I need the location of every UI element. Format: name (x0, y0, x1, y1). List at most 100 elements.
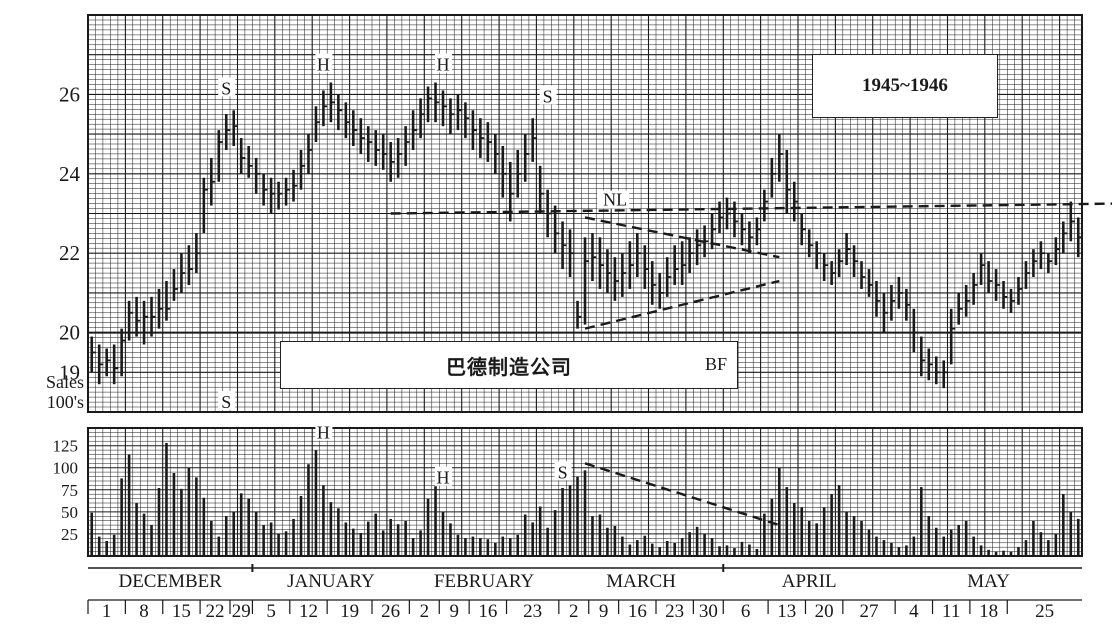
week-label: 9 (449, 601, 459, 622)
price-bar (284, 177, 291, 206)
price-bar (748, 221, 754, 254)
price-bar (202, 177, 208, 234)
price-bar (1024, 261, 1031, 289)
price-bar (568, 229, 575, 278)
company-box: 巴德制造公司 BF (280, 341, 738, 389)
price-bar (583, 237, 590, 325)
week-label: 13 (777, 601, 796, 622)
price-bar (1009, 288, 1016, 313)
week-label: 22 (206, 601, 225, 622)
week-label: 6 (741, 601, 751, 622)
week-label: 15 (172, 601, 191, 622)
week-label: 27 (860, 601, 879, 622)
week-label: 5 (266, 601, 276, 622)
head-marker-bg (435, 53, 452, 73)
price-bar (479, 118, 485, 158)
price-tick-label: 26 (59, 82, 80, 106)
price-bar (942, 360, 948, 389)
price-bar (105, 348, 111, 377)
price-bar (224, 114, 231, 150)
shoulder-marker-bg (218, 391, 236, 411)
price-bar (254, 157, 261, 194)
month-label: JANUARY (287, 571, 375, 592)
price-bar (755, 217, 762, 246)
price-bars (90, 82, 1083, 389)
price-bar (912, 308, 918, 353)
price-bar (366, 126, 373, 162)
price-bar (531, 118, 537, 162)
week-label: 19 (340, 601, 359, 622)
price-bar (381, 134, 388, 170)
company-name: 巴德制造公司 (446, 354, 572, 379)
price-bar (927, 348, 933, 381)
week-label: 16 (478, 601, 497, 622)
shoulder-marker: S (221, 392, 231, 412)
chart-frame (87, 14, 1083, 557)
price-bar (979, 253, 986, 285)
shoulder-marker-bg (554, 461, 572, 481)
price-tick-label: 19 (59, 360, 80, 384)
price-tick-label: 22 (59, 241, 80, 265)
price-bar (299, 149, 306, 190)
price-bar (845, 233, 851, 266)
head-marker: H (437, 55, 450, 75)
pattern-lines: NL (390, 190, 1112, 527)
price-bar (449, 98, 455, 135)
price-bar (374, 130, 380, 166)
volume-tick-label: 100 (53, 459, 79, 478)
price-bar (673, 245, 679, 285)
price-bar (419, 98, 425, 139)
price-bar (322, 90, 328, 127)
price-bar (494, 134, 500, 174)
price-tick-label: 20 (59, 321, 80, 345)
shoulder-marker: S (558, 462, 568, 482)
week-label: 9 (599, 601, 609, 622)
head-marker-bg (435, 466, 452, 486)
volume-axis-label-line2: 100's (47, 392, 84, 412)
neckline-label: NL (603, 190, 627, 210)
shoulder-marker: S (543, 86, 553, 106)
price-bar (576, 300, 582, 329)
head-marker: H (317, 423, 330, 443)
price-bar (1017, 277, 1023, 305)
price-bar (658, 273, 664, 309)
price-bar (688, 237, 694, 274)
price-bar (112, 344, 119, 385)
price-bar (650, 261, 657, 305)
price-bar (501, 146, 507, 198)
price-bar (239, 138, 246, 174)
price-bar (695, 229, 702, 266)
price-bar (897, 277, 904, 309)
price-bar (852, 245, 859, 278)
price-bar (867, 269, 874, 297)
price-bar (150, 296, 156, 337)
price-bar (142, 300, 149, 345)
week-label: 20 (815, 601, 834, 622)
price-bar (396, 138, 403, 178)
price-bar (464, 102, 470, 139)
price-bar (987, 261, 993, 293)
price-bar (725, 197, 732, 230)
price-bar (628, 241, 634, 289)
price-bar (135, 296, 141, 337)
price-bar (1032, 249, 1038, 278)
week-label: 29 (232, 601, 251, 622)
price-bar (314, 106, 321, 143)
week-label: 8 (139, 601, 149, 622)
price-bar (591, 233, 597, 281)
price-bar (905, 288, 911, 321)
price-bar (441, 90, 448, 127)
price-bar (329, 82, 336, 123)
price-bar (875, 280, 881, 317)
price-bar (860, 261, 866, 289)
week-label: 2 (420, 601, 430, 622)
price-bar (807, 229, 814, 258)
volume-bars (90, 443, 1080, 556)
neckline-label-bg (597, 190, 630, 209)
neckline (390, 202, 1112, 215)
price-bar (800, 213, 806, 246)
price-bar (613, 257, 620, 301)
price-bar (920, 336, 926, 377)
triangle-lower-line (584, 279, 780, 330)
